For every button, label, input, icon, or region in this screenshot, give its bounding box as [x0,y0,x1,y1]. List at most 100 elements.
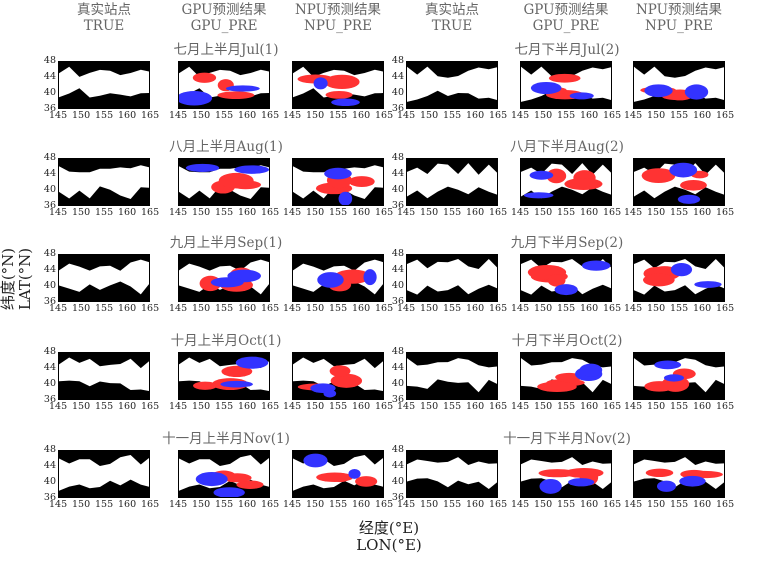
overestimate-area [548,73,581,83]
x-tick-label: 155 [95,401,114,412]
map-panel [292,450,384,498]
underestimate-area [679,475,706,487]
x-tick-label: 145 [49,110,68,121]
map-panel [58,352,150,400]
x-tick-label: 145 [397,401,416,412]
y-tick-label: 36 [391,296,404,307]
x-tick-label: 155 [443,303,462,314]
y-tick-label: 36 [391,394,404,405]
underestimate-area [195,472,228,487]
x-tick-label: 155 [329,401,348,412]
x-tick-label: 145 [624,110,643,121]
underestimate-area [539,478,562,494]
underestimate-area [220,380,253,388]
y-tick-label: 44 [391,460,404,471]
x-tick-label: 155 [670,499,689,510]
underestimate-area [684,84,709,100]
y-tick-label: 36 [391,200,404,211]
y-tick-label: 40 [43,476,56,487]
map-panel [633,61,725,109]
overestimate-area [547,274,566,287]
map-panel [520,450,612,498]
overestimate-area [330,373,363,388]
y-tick-label: 48 [391,55,404,66]
x-tick-label: 160 [466,499,485,510]
overestimate-area [222,473,252,483]
x-tick-label: 150 [420,401,439,412]
x-tick-label: 150 [306,401,325,412]
x-tick-label: 150 [647,303,666,314]
x-tick-label: 145 [511,110,530,121]
x-tick-label: 160 [238,499,257,510]
y-tick-label: 48 [43,346,56,357]
column-header-en: NPU_PRE [645,18,713,34]
x-tick-label: 165 [261,110,280,121]
map-panel [406,61,498,109]
map-panel [406,450,498,498]
map-panel [520,61,612,109]
underestimate-area [554,284,578,296]
x-tick-label: 150 [72,207,91,218]
x-tick-label: 150 [647,499,666,510]
y-tick-label: 44 [391,71,404,82]
overestimate-area [348,176,375,187]
x-tick-label: 165 [375,401,394,412]
x-tick-label: 160 [693,303,712,314]
column-header-en: NPU_PRE [304,18,372,34]
map-panel [406,158,498,206]
column-header-en: TRUE [83,18,125,34]
x-tick-label: 150 [72,401,91,412]
underestimate-area [568,478,595,487]
x-tick-label: 145 [511,499,530,510]
map-panel [520,254,612,302]
column-header-cn: NPU预测结果 [635,2,723,18]
overestimate-area [193,381,218,390]
x-tick-label: 165 [716,499,735,510]
x-axis-label-cn: 经度(°E) [358,519,420,537]
x-tick-label: 150 [534,207,553,218]
underestimate-area [694,281,722,288]
map-panel [292,61,384,109]
y-tick-label: 44 [43,71,56,82]
y-tick-label: 36 [43,103,56,114]
x-tick-label: 150 [647,401,666,412]
x-tick-label: 165 [141,499,160,510]
y-tick-label: 48 [43,152,56,163]
x-tick-label: 165 [261,303,280,314]
y-tick-label: 40 [391,378,404,389]
y-tick-label: 40 [43,280,56,291]
period-title-right: 十一月下半月Nov(2) [503,431,631,447]
map-panel [633,352,725,400]
x-tick-label: 150 [534,110,553,121]
station-region [59,259,149,295]
y-tick-label: 48 [43,55,56,66]
x-tick-label: 155 [95,499,114,510]
map-panel [406,352,498,400]
y-tick-label: 36 [43,492,56,503]
y-tick-label: 40 [391,184,404,195]
underestimate-area [523,192,554,199]
underestimate-area [324,167,352,180]
x-tick-label: 160 [693,401,712,412]
station-region [407,163,497,199]
x-tick-label: 160 [580,110,599,121]
underestimate-area [670,262,693,277]
x-tick-label: 150 [534,303,553,314]
map-panel [58,158,150,206]
x-tick-label: 160 [580,303,599,314]
x-tick-label: 160 [352,499,371,510]
underestimate-area [581,260,611,271]
x-tick-label: 160 [238,303,257,314]
x-tick-label: 145 [624,499,643,510]
y-axis-label-en: LAT(°N) [16,247,34,311]
column-header-en: GPU_PRE [532,18,600,34]
x-tick-label: 155 [443,207,462,218]
x-tick-label: 165 [261,207,280,218]
x-tick-label: 150 [647,110,666,121]
x-tick-label: 165 [375,207,394,218]
x-tick-label: 165 [141,303,160,314]
x-tick-label: 155 [670,110,689,121]
underestimate-area [530,81,562,95]
period-title-right: 八月下半月Aug(2) [510,139,624,155]
x-axis-label: 经度(°E) LON(°E) [339,520,439,554]
